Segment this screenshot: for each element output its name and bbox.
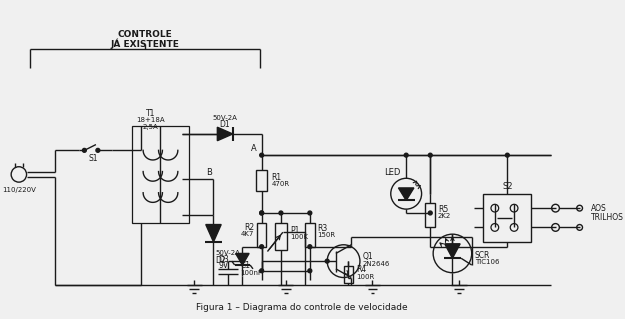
Text: 150R: 150R — [318, 232, 336, 238]
Text: 2,5A: 2,5A — [143, 124, 159, 130]
Text: R4: R4 — [356, 265, 366, 274]
Text: R1: R1 — [271, 173, 281, 182]
Circle shape — [279, 211, 283, 215]
Circle shape — [404, 153, 408, 157]
Text: 2K2: 2K2 — [438, 213, 451, 219]
Text: 9V: 9V — [219, 262, 229, 271]
Text: TIC106: TIC106 — [474, 259, 499, 265]
Text: P1: P1 — [291, 226, 300, 235]
Circle shape — [308, 269, 312, 273]
Polygon shape — [399, 188, 414, 200]
Circle shape — [260, 211, 264, 215]
Bar — [275, 223, 287, 249]
Text: 50V-2A: 50V-2A — [213, 115, 238, 121]
Text: A: A — [251, 144, 257, 153]
Bar — [256, 170, 268, 191]
Text: SCR: SCR — [474, 251, 490, 260]
Text: 100nF: 100nF — [241, 270, 262, 276]
Bar — [132, 126, 189, 223]
Text: 18+18A: 18+18A — [136, 117, 165, 123]
Polygon shape — [206, 225, 221, 242]
Circle shape — [451, 245, 454, 249]
Polygon shape — [236, 253, 249, 265]
Circle shape — [428, 153, 432, 157]
Text: 100R: 100R — [356, 274, 374, 279]
Text: LED: LED — [384, 168, 401, 177]
Bar — [344, 266, 353, 283]
Text: 110/220V: 110/220V — [2, 187, 36, 193]
Text: D3: D3 — [218, 255, 229, 264]
Circle shape — [260, 153, 264, 157]
Text: R5: R5 — [438, 204, 448, 214]
Circle shape — [325, 259, 329, 263]
Text: Figura 1 – Diagrama do controle de velocidade: Figura 1 – Diagrama do controle de veloc… — [196, 303, 408, 312]
Bar — [257, 223, 266, 247]
Text: R3: R3 — [318, 224, 328, 233]
Circle shape — [96, 148, 100, 152]
Circle shape — [260, 269, 264, 273]
Text: B: B — [206, 168, 212, 177]
Text: D1: D1 — [220, 120, 231, 129]
Circle shape — [260, 211, 264, 215]
Circle shape — [308, 211, 312, 215]
Bar — [483, 194, 531, 242]
Circle shape — [82, 148, 86, 152]
Polygon shape — [445, 244, 460, 258]
Text: Q1: Q1 — [363, 252, 374, 261]
Circle shape — [308, 245, 312, 249]
Circle shape — [506, 153, 509, 157]
Text: S1: S1 — [88, 153, 98, 163]
Circle shape — [428, 211, 432, 215]
Text: AOS: AOS — [591, 204, 607, 213]
Text: R2: R2 — [244, 223, 254, 232]
Bar — [305, 223, 314, 247]
Text: 2N2646: 2N2646 — [363, 261, 390, 267]
Text: CONTROLE: CONTROLE — [118, 30, 172, 39]
Text: C1: C1 — [241, 262, 251, 271]
Text: JÁ EXISTENTE: JÁ EXISTENTE — [111, 38, 179, 49]
Text: TRILHOS: TRILHOS — [591, 213, 624, 222]
Polygon shape — [217, 127, 232, 141]
Text: 50V-2A: 50V-2A — [216, 250, 240, 256]
Circle shape — [241, 259, 244, 263]
Text: D2: D2 — [216, 256, 226, 265]
Text: T1: T1 — [146, 109, 156, 118]
Text: S2: S2 — [502, 182, 512, 191]
Text: 100K: 100K — [291, 234, 309, 240]
Bar — [426, 203, 435, 227]
Text: 470R: 470R — [271, 181, 289, 187]
Text: 4K7: 4K7 — [241, 231, 254, 237]
Circle shape — [260, 245, 264, 249]
